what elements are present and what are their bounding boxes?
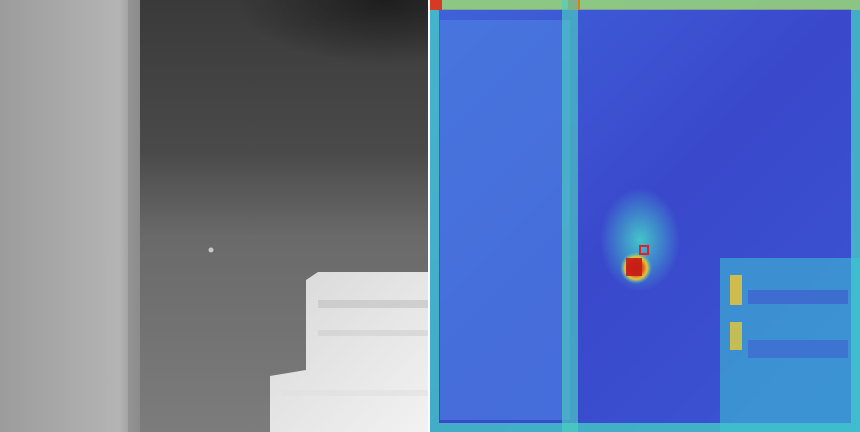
heatmap xyxy=(430,0,860,432)
detection-box xyxy=(639,245,649,255)
pillar-edge xyxy=(128,0,140,432)
structure-stripe xyxy=(282,390,428,396)
structure-hot-edge xyxy=(730,275,742,305)
panel-divider xyxy=(428,0,430,432)
structure-hot-edge xyxy=(730,322,742,350)
structure-stripe xyxy=(318,300,428,308)
left-pillar xyxy=(0,0,140,432)
structure-band xyxy=(748,290,848,304)
corner-hotspot xyxy=(430,0,442,10)
pillar-boundary xyxy=(562,0,578,432)
structure-stripe xyxy=(318,330,428,336)
infrared-scene xyxy=(0,0,428,432)
hotspot-core xyxy=(626,258,642,276)
target-glow xyxy=(600,188,680,292)
pillar-region xyxy=(440,20,570,420)
infrared-grayscale-image xyxy=(0,0,428,432)
top-edge-band xyxy=(430,0,860,10)
small-target-dot xyxy=(208,247,214,253)
structure-band xyxy=(748,340,848,358)
heatmap-overlay-image xyxy=(430,0,860,432)
